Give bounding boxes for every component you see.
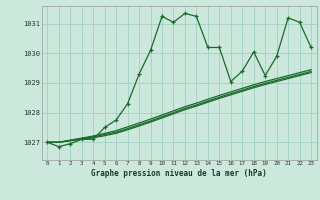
X-axis label: Graphe pression niveau de la mer (hPa): Graphe pression niveau de la mer (hPa) xyxy=(91,169,267,178)
